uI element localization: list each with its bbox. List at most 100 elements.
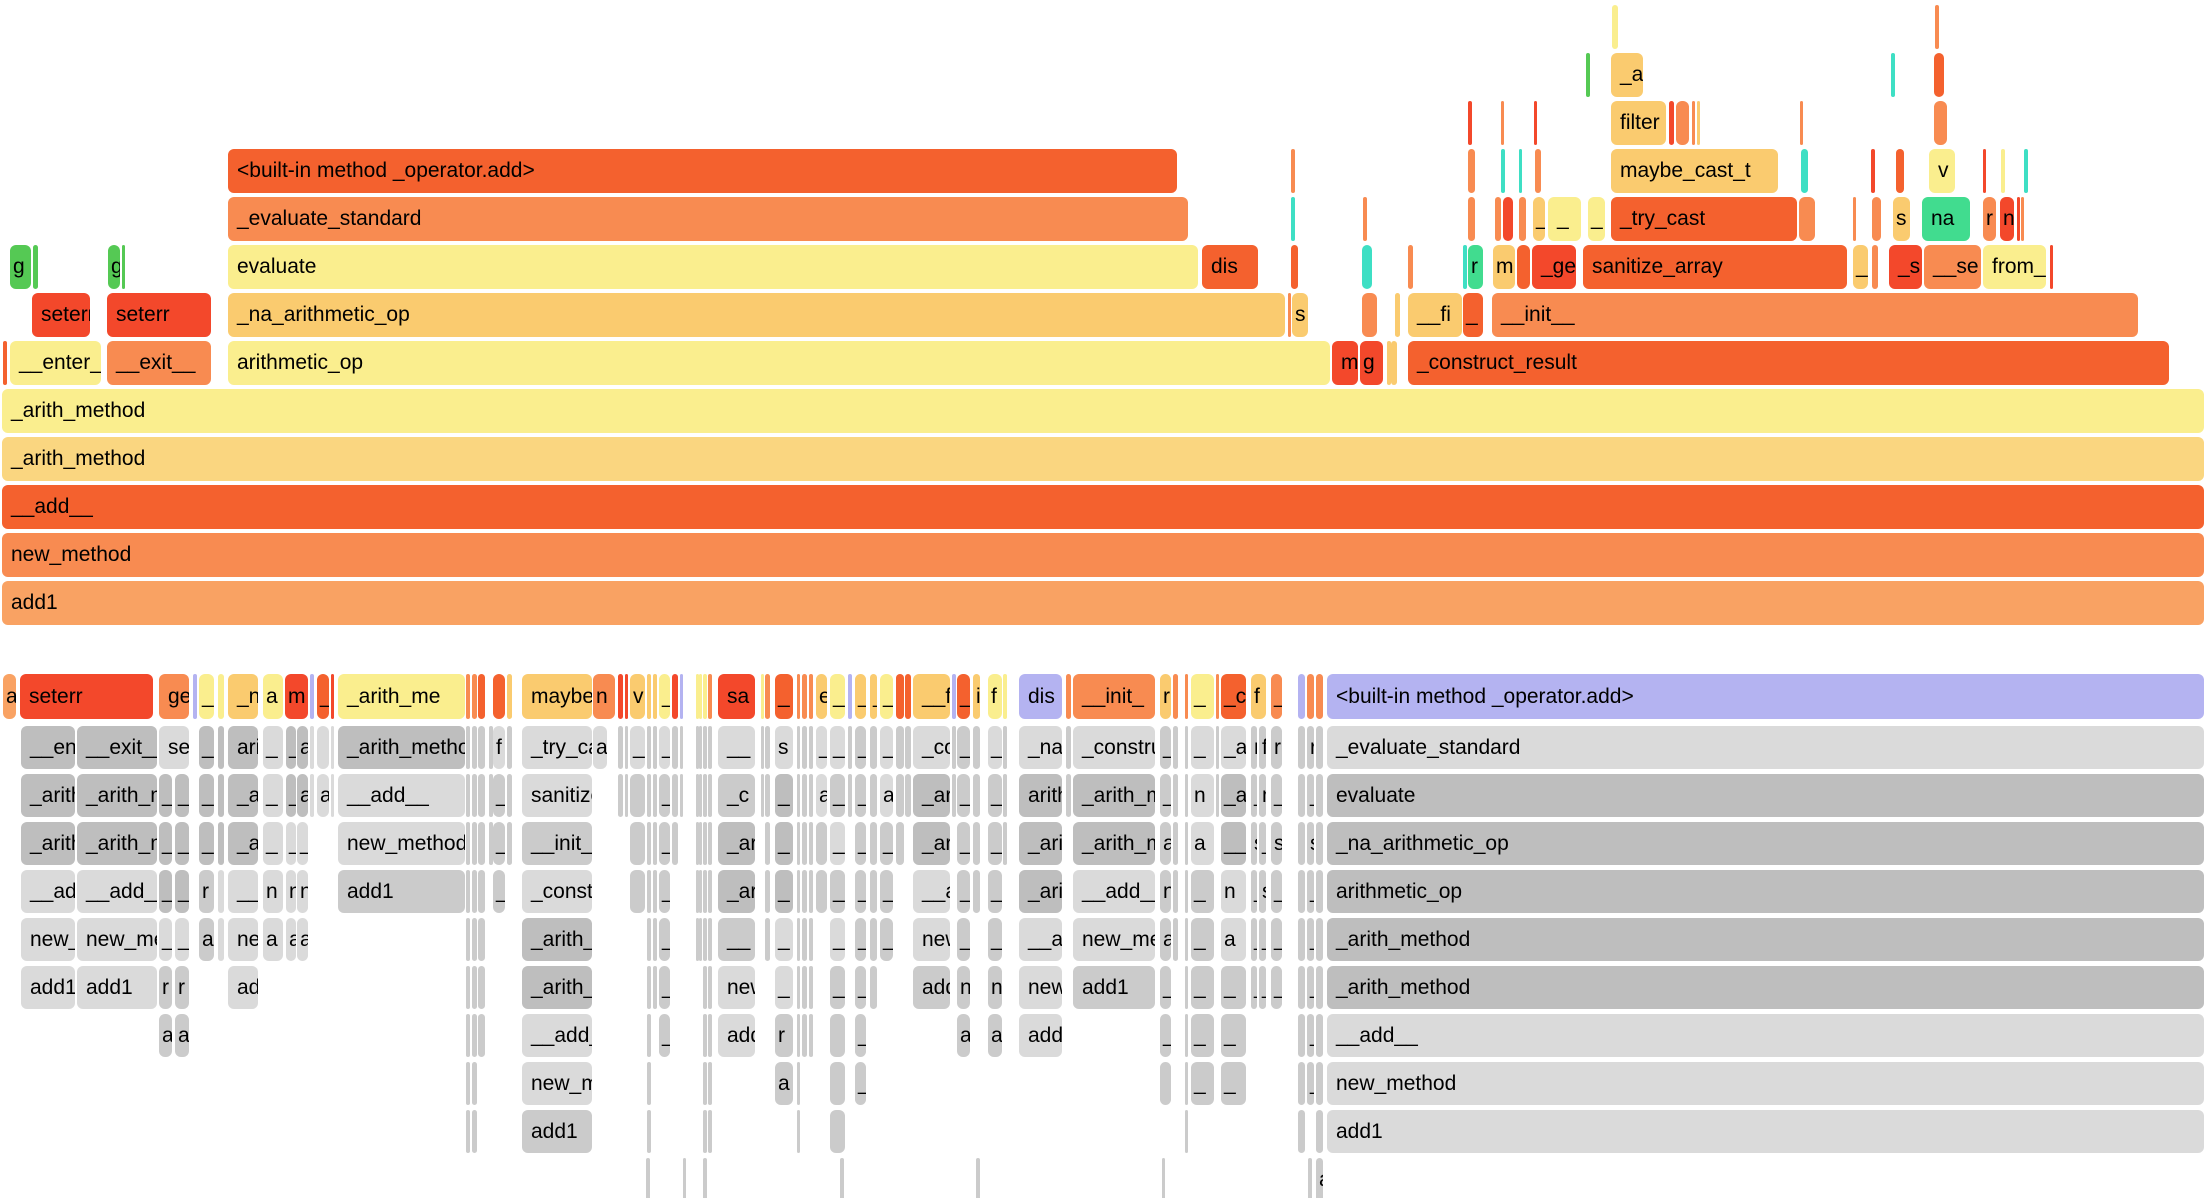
frame[interactable] bbox=[1391, 341, 1397, 385]
caller-cell[interactable]: new_method bbox=[718, 966, 755, 1009]
frame[interactable] bbox=[1519, 197, 1526, 241]
caller-cell[interactable] bbox=[905, 726, 911, 769]
leaf-frame[interactable] bbox=[1003, 674, 1007, 719]
caller-cell[interactable] bbox=[478, 726, 485, 769]
frame[interactable] bbox=[1872, 197, 1881, 241]
caller-cell[interactable] bbox=[699, 918, 702, 961]
caller-cell[interactable] bbox=[703, 870, 707, 913]
caller-cell[interactable] bbox=[708, 918, 712, 961]
caller-cell[interactable]: new_method bbox=[338, 822, 465, 865]
caller-cell[interactable]: add1 bbox=[522, 1110, 592, 1153]
caller-cell[interactable]: _ bbox=[1271, 870, 1282, 913]
caller-cell[interactable] bbox=[802, 966, 807, 1009]
caller-cell[interactable] bbox=[797, 726, 800, 769]
leaf-frame[interactable] bbox=[703, 674, 707, 719]
caller-cell[interactable] bbox=[1316, 774, 1323, 817]
leaf-frame[interactable]: _ bbox=[317, 674, 329, 719]
caller-cell[interactable]: a bbox=[775, 1062, 793, 1105]
caller-cell[interactable]: fi bbox=[1259, 726, 1266, 769]
frame[interactable]: _na_arithmetic_op bbox=[228, 293, 1285, 337]
frame[interactable] bbox=[33, 245, 38, 289]
leaf-frame[interactable]: <built-in method _operator.add> bbox=[1327, 674, 2204, 719]
caller-cell[interactable] bbox=[976, 1158, 980, 1198]
caller-cell[interactable] bbox=[478, 966, 485, 1009]
frame[interactable]: _ bbox=[1533, 197, 1545, 241]
leaf-frame[interactable] bbox=[848, 674, 852, 719]
caller-cell[interactable]: _ bbox=[199, 774, 214, 817]
leaf-frame[interactable] bbox=[1185, 674, 1188, 719]
leaf-frame[interactable]: _ bbox=[775, 674, 793, 719]
caller-cell[interactable] bbox=[973, 822, 980, 865]
caller-cell[interactable]: n bbox=[1160, 870, 1171, 913]
frame[interactable]: add1 bbox=[2, 581, 2204, 625]
caller-cell[interactable]: _ bbox=[988, 822, 1002, 865]
caller-cell[interactable] bbox=[797, 774, 800, 817]
caller-cell[interactable]: _evaluate_standard bbox=[1327, 726, 2204, 769]
caller-cell[interactable]: __ bbox=[1221, 822, 1246, 865]
caller-cell[interactable] bbox=[708, 966, 712, 1009]
caller-cell[interactable] bbox=[478, 918, 485, 961]
caller-cell[interactable]: a bbox=[159, 1014, 172, 1057]
caller-cell[interactable] bbox=[802, 1014, 807, 1057]
caller-cell[interactable]: r bbox=[175, 966, 189, 1009]
caller-cell[interactable] bbox=[708, 774, 712, 817]
frame[interactable]: s bbox=[1292, 293, 1308, 337]
frame[interactable]: s bbox=[1893, 197, 1910, 241]
caller-cell[interactable]: _ bbox=[659, 774, 670, 817]
frame[interactable]: _try_cast bbox=[1611, 197, 1797, 241]
caller-cell[interactable] bbox=[848, 726, 852, 769]
caller-cell[interactable] bbox=[630, 870, 645, 913]
frame[interactable] bbox=[1676, 101, 1689, 145]
caller-cell[interactable]: __add__ bbox=[228, 870, 258, 913]
caller-cell[interactable]: _ bbox=[775, 918, 793, 961]
caller-cell[interactable] bbox=[466, 870, 470, 913]
leaf-frame[interactable]: r bbox=[1160, 674, 1171, 719]
caller-cell[interactable] bbox=[830, 1110, 845, 1153]
caller-cell[interactable] bbox=[809, 726, 813, 769]
caller-cell[interactable]: a bbox=[297, 918, 308, 961]
caller-cell[interactable]: r bbox=[775, 1014, 793, 1057]
caller-cell[interactable]: _arith_method bbox=[1327, 966, 2204, 1009]
leaf-frame[interactable] bbox=[680, 674, 683, 719]
caller-cell[interactable] bbox=[1316, 1110, 1323, 1153]
caller-cell[interactable] bbox=[218, 774, 224, 817]
frame[interactable] bbox=[1934, 101, 1947, 145]
caller-cell[interactable]: new_method bbox=[522, 1062, 592, 1105]
caller-cell[interactable] bbox=[1185, 1110, 1188, 1153]
frame[interactable] bbox=[1535, 149, 1541, 193]
caller-cell[interactable]: __add__ bbox=[1073, 870, 1155, 913]
caller-cell[interactable] bbox=[802, 822, 807, 865]
caller-cell[interactable] bbox=[331, 726, 334, 769]
caller-cell[interactable]: _ bbox=[855, 966, 866, 1009]
caller-cell[interactable]: n bbox=[988, 966, 1002, 1009]
caller-cell[interactable]: n bbox=[1221, 870, 1246, 913]
caller-cell[interactable] bbox=[797, 966, 800, 1009]
caller-cell[interactable] bbox=[218, 918, 224, 961]
caller-cell[interactable]: _ bbox=[1307, 918, 1314, 961]
frame[interactable]: from_ bbox=[1983, 245, 2046, 289]
caller-cell[interactable] bbox=[1185, 726, 1188, 769]
caller-cell[interactable]: _ bbox=[175, 822, 189, 865]
caller-cell[interactable] bbox=[708, 1062, 712, 1105]
caller-cell[interactable] bbox=[647, 1014, 651, 1057]
caller-cell[interactable] bbox=[472, 870, 477, 913]
frame[interactable] bbox=[1408, 245, 1413, 289]
caller-cell[interactable]: __init__ bbox=[522, 822, 592, 865]
caller-cell[interactable] bbox=[816, 870, 827, 913]
caller-cell[interactable]: _ bbox=[957, 822, 970, 865]
caller-cell[interactable]: _arith_method bbox=[1019, 822, 1062, 865]
caller-cell[interactable] bbox=[1185, 774, 1188, 817]
frame[interactable]: r bbox=[1468, 245, 1483, 289]
frame[interactable]: __fi bbox=[1408, 293, 1462, 337]
caller-cell[interactable] bbox=[472, 726, 477, 769]
caller-cell[interactable]: _ bbox=[855, 822, 866, 865]
caller-cell[interactable]: s bbox=[1259, 870, 1266, 913]
caller-cell[interactable]: _ bbox=[199, 726, 214, 769]
caller-cell[interactable]: _ bbox=[1160, 966, 1171, 1009]
caller-cell[interactable]: _arith_method bbox=[913, 774, 950, 817]
caller-cell[interactable]: __add__ bbox=[338, 774, 465, 817]
frame[interactable] bbox=[1669, 101, 1674, 145]
caller-cell[interactable]: _construct_result bbox=[1073, 726, 1155, 769]
caller-cell[interactable]: _ bbox=[880, 822, 893, 865]
caller-cell[interactable] bbox=[647, 966, 651, 1009]
